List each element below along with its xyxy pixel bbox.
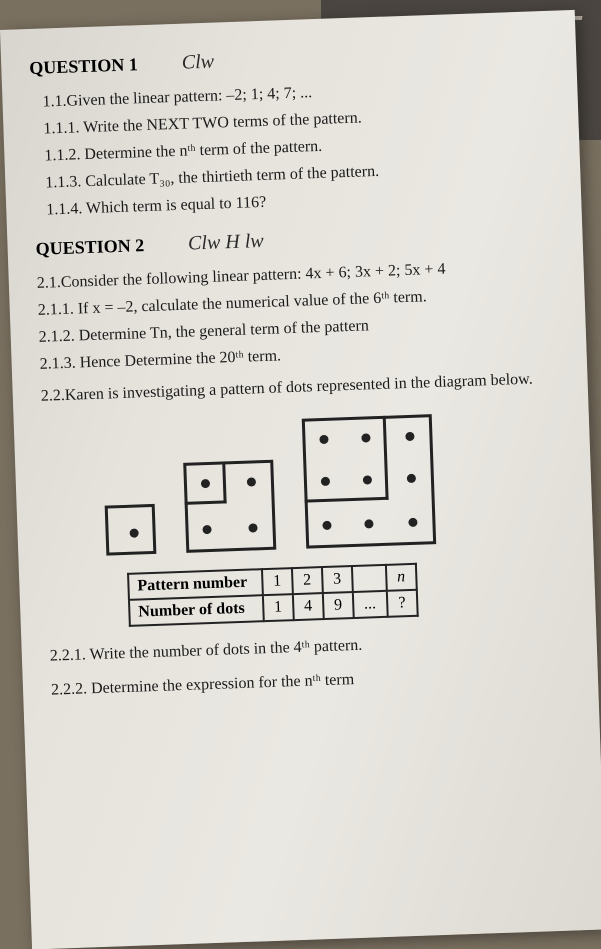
dot-diagram	[102, 409, 571, 555]
dot	[407, 474, 416, 483]
cell	[352, 565, 387, 592]
row2-label: Number of dots	[129, 595, 264, 626]
worksheet-page: QUESTION 1 Clw 1.1.Given the linear patt…	[0, 10, 601, 949]
cell: 3	[322, 566, 353, 593]
cell: 1	[262, 568, 293, 595]
dot	[322, 521, 331, 530]
q2-heading: QUESTION 2	[35, 235, 144, 260]
q221: 2.2.1. Write the number of dots in the 4…	[50, 629, 575, 665]
cell: 1	[263, 594, 294, 621]
cell: n	[386, 564, 417, 591]
cell: ?	[387, 590, 418, 617]
pattern-3	[302, 414, 436, 548]
dot	[408, 518, 417, 527]
pattern-1	[105, 504, 157, 556]
dot	[364, 519, 373, 528]
q2-handwriting: Clw H lw	[188, 230, 264, 255]
q1-heading: QUESTION 1	[29, 54, 138, 79]
dot	[247, 477, 256, 486]
dot	[202, 525, 211, 534]
cell: ...	[353, 591, 388, 618]
q2-karen: 2.2.Karen is investigating a pattern of …	[41, 369, 566, 405]
q1-handwriting: Clw	[181, 51, 214, 74]
cell: 9	[323, 592, 354, 619]
pattern-2	[183, 460, 276, 553]
cell: 2	[292, 567, 323, 594]
q222: 2.2.2. Determine the expression for the …	[51, 663, 576, 699]
dot	[248, 523, 257, 532]
dot	[129, 528, 138, 537]
cell: 4	[293, 593, 324, 620]
pattern-table: Pattern number 1 2 3 n Number of dots 1 …	[127, 563, 418, 627]
inner-box	[302, 416, 389, 503]
dot	[405, 432, 414, 441]
